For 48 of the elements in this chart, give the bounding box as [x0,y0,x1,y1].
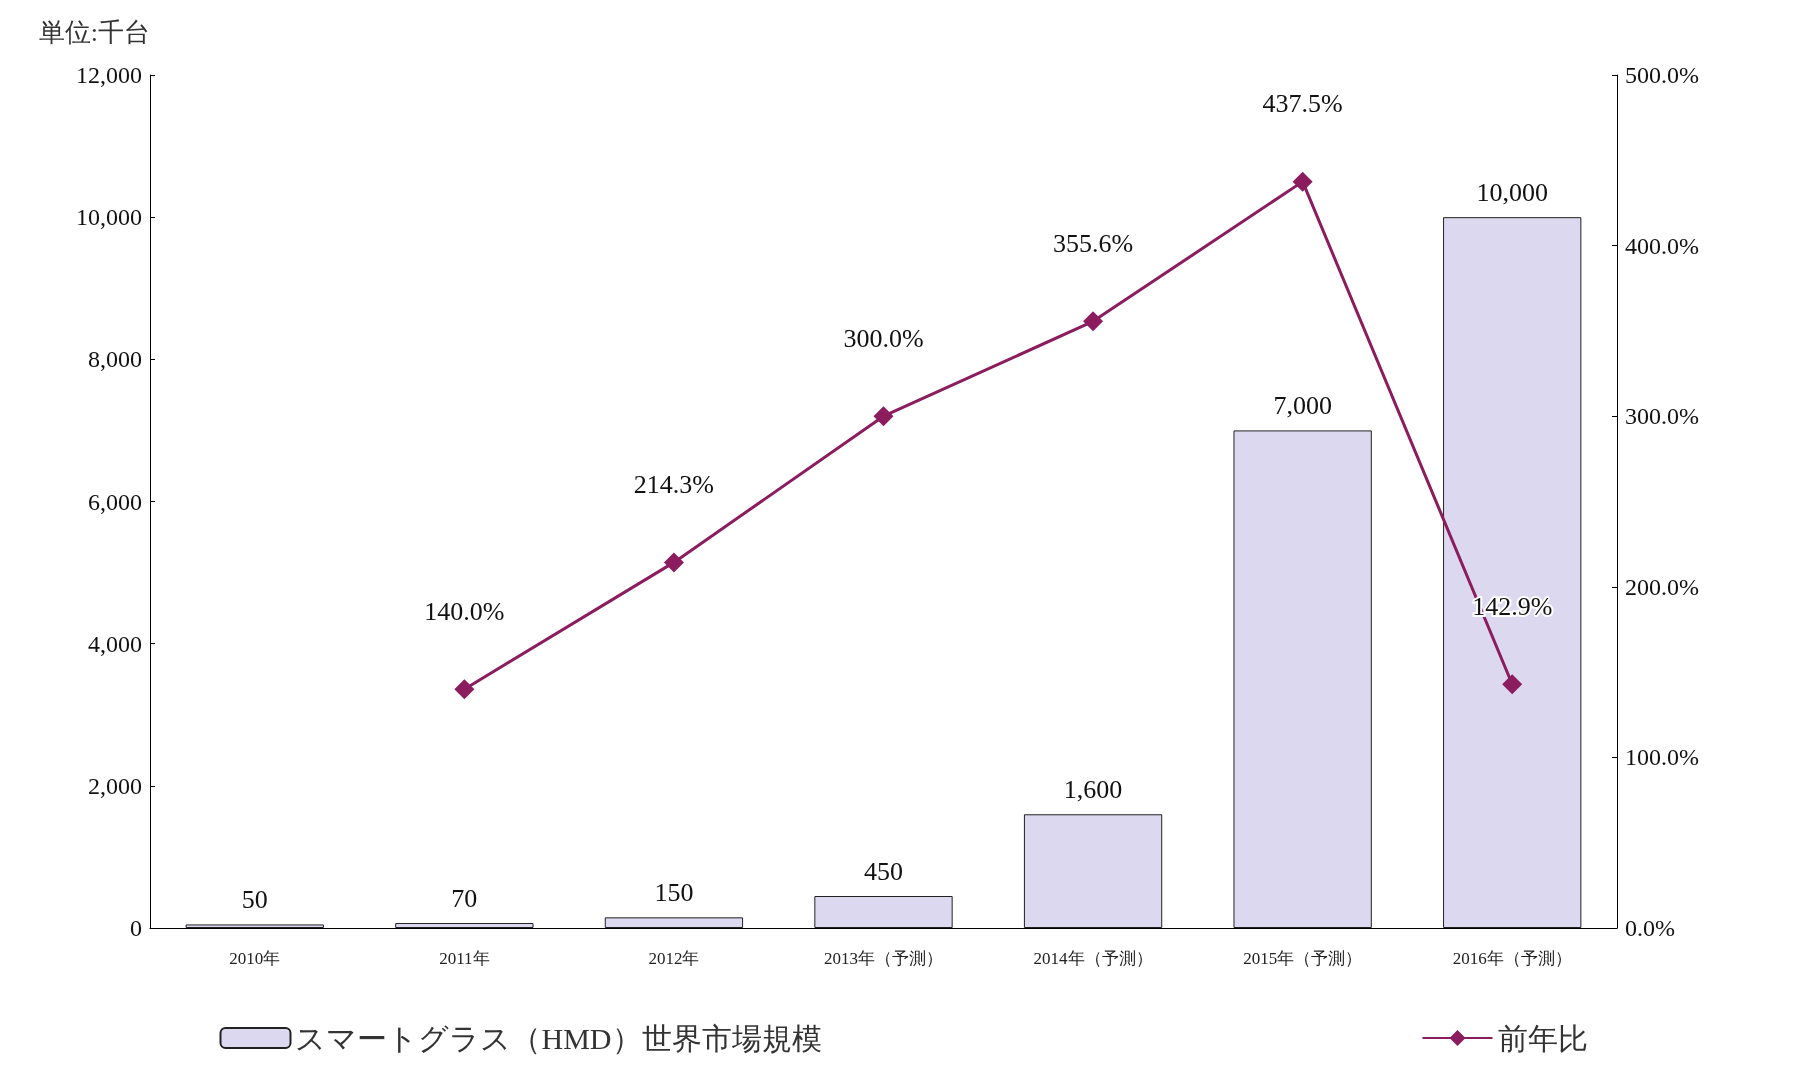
data-label: 355.6% [1052,228,1134,258]
data-label: 10,000 [1476,177,1548,207]
y2-tick-label: 100.0% [1625,744,1699,771]
data-label: 300.0% [843,323,924,353]
bar [1023,814,1163,928]
point [873,406,894,427]
y2-tick-label: 300.0% [1625,403,1699,430]
bar [1233,430,1372,928]
point [663,552,684,573]
bar [395,923,534,928]
data-label: 1,600 [1063,774,1123,804]
y-tick-label: 2,000 [88,772,142,799]
legend-label: 前年比 [1497,1021,1588,1055]
y-tick-label: 0 [130,915,142,941]
x-tick-label: 2015年（予測） [1243,949,1363,968]
x-tick-label: 2014年（予測） [1033,949,1153,968]
data-label: 50 [241,884,268,914]
y-tick-label: 8,000 [88,346,142,373]
data-label: 437.5% [1262,89,1343,119]
data-label: 450 [864,856,903,886]
y-axis-title: 単位:千台 [38,17,150,47]
y2-tick-label: 500.0% [1625,62,1699,88]
y-tick-label: 6,000 [88,488,142,515]
y-tick-label: 4,000 [88,630,142,657]
data-label: 70 [451,883,478,913]
bar [814,896,953,928]
bar [1443,217,1582,928]
bar [604,917,744,928]
data-label: 214.3% [633,469,715,499]
data-label: 7,000 [1273,390,1332,420]
x-tick-label: 2013年（予測） [824,949,943,968]
point [1083,311,1104,332]
y-tick-label: 10,000 [76,204,142,231]
x-tick-label: 2016年（予測） [1452,949,1572,968]
point [1502,674,1523,695]
x-tick-label: 2012年 [648,949,700,968]
y2-tick-label: 0.0% [1625,915,1675,941]
data-label: 140.0% [424,596,505,626]
y-tick-label: 12,000 [76,62,142,88]
legend-label: スマートグラス（HMD）世界市場規模 [295,1021,822,1055]
point [454,679,475,700]
point [1292,171,1313,192]
data-label: 150 [654,877,694,907]
y2-tick-label: 200.0% [1625,573,1699,600]
bar [185,924,324,928]
y2-tick-label: 400.0% [1625,232,1699,259]
x-tick-label: 2010年 [229,949,281,968]
x-tick-label: 2011年 [439,949,490,968]
